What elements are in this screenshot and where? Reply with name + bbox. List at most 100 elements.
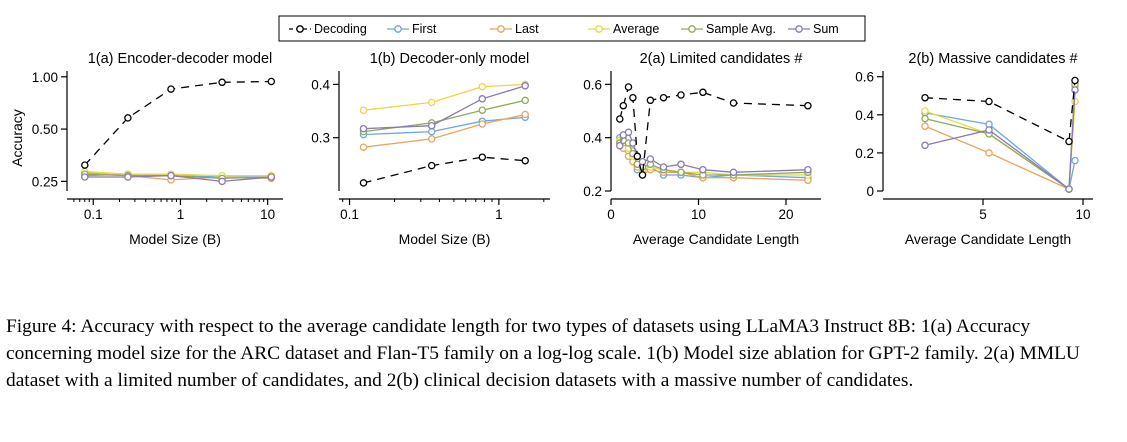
series-sum [359,82,529,133]
series-line [363,156,526,184]
data-point [646,155,655,163]
figure-panels: Decoding First Last Average Sample Avg. Sum A… [9,15,1093,247]
legend-marker-3 [595,25,603,33]
legend-marker-2 [497,25,505,33]
legend-label-5: Sum [813,22,839,36]
data-point [267,173,276,181]
data-point [804,101,812,110]
data-point [478,153,487,161]
panel-title: 1(b) Decoder-only model [370,51,530,67]
series-line [924,80,1076,143]
series-first [359,113,529,139]
x-tick-label: 1 [177,207,185,222]
legend-box [278,15,866,42]
y-tick-label: 0 [866,184,874,199]
data-point [659,163,668,171]
x-axis-title: Model Size (B) [129,231,221,247]
series-line [363,113,526,148]
x-tick-label: 10 [691,207,706,222]
x-tick-label: 10 [260,207,275,222]
legend-label-2: Last [515,22,539,36]
legend: Decoding First Last Average Sample Avg. Sum [289,22,839,36]
data-point [427,121,436,130]
data-point [616,115,624,123]
panel-3: 2(b) Massive candidates # Average Candida… [855,51,1093,247]
data-point [1065,137,1073,146]
y-tick-label: 0.4 [855,108,874,123]
data-point [478,106,487,114]
data-point [124,114,132,122]
data-point [427,98,436,107]
data-point [521,156,529,165]
data-point [729,99,738,107]
data-point [167,85,175,93]
data-point [921,93,929,102]
x-axis-title: Average Candidate Length [905,231,1071,247]
panel-1: 1(b) Decoder-only model Model Size (B) 0.1… [311,51,550,247]
data-point [427,161,436,170]
legend-label-4: Sample Avg. [706,22,776,36]
legend-label-3: Average [613,22,659,36]
series-line [363,85,526,130]
series-sum [81,171,276,186]
series-line [924,84,1076,191]
data-point [521,82,529,90]
series-line [363,83,526,111]
x-tick-label: 5 [979,207,987,222]
data-point [638,157,647,166]
data-point [677,91,685,99]
data-point [1071,86,1079,94]
data-point [638,171,647,179]
x-axis-title: Model Size (B) [399,231,491,247]
data-point [218,78,226,87]
series-decoding [81,77,276,169]
data-point [81,173,89,181]
panel-2: 2(a) Limited candidates # Average Candida… [583,51,821,247]
series-line [924,89,1076,191]
data-point [167,171,175,180]
data-point [985,149,993,157]
data-point [624,83,633,91]
data-point [267,77,276,86]
series-line [84,80,272,166]
series-decoding [359,153,529,187]
data-point [359,106,368,114]
x-tick-label: 1 [495,207,503,222]
data-point [478,95,487,103]
y-tick-label: 0.2 [583,184,602,199]
data-point [1065,185,1073,193]
y-tick-label: 1.00 [32,70,58,85]
x-tick-label: 0.1 [84,207,103,222]
data-point [624,128,633,137]
panel-title: 2(b) Massive candidates # [908,51,1077,67]
series-sample-avg- [921,80,1079,193]
data-point [619,101,628,110]
x-tick-label: 0.1 [340,207,359,222]
data-point [921,141,929,150]
data-point [646,96,655,105]
data-point [1071,156,1079,165]
panels: 1(a) Encoder-decoder model Model Size (B)… [32,51,1093,247]
legend-marker-5 [795,25,803,33]
figure-caption: Figure 4: Accuracy with respect to the a… [6,316,1080,391]
series-line [924,112,1076,191]
data-point [478,120,487,128]
data-point [629,93,637,102]
data-point [478,82,487,91]
data-point [218,177,226,186]
data-point [427,135,436,143]
data-point [804,165,812,174]
data-point [359,124,368,133]
series-decoding [616,83,812,179]
series-decoding [921,76,1079,146]
data-point [359,179,368,187]
y-tick-label: 0.4 [583,131,602,146]
data-point [985,97,993,106]
data-point [629,139,637,147]
data-point [1071,76,1079,85]
data-point [985,126,993,134]
data-point [677,160,685,169]
data-point [633,152,642,161]
series-line [363,99,526,133]
x-axis-title: Average Candidate Length [633,231,799,247]
